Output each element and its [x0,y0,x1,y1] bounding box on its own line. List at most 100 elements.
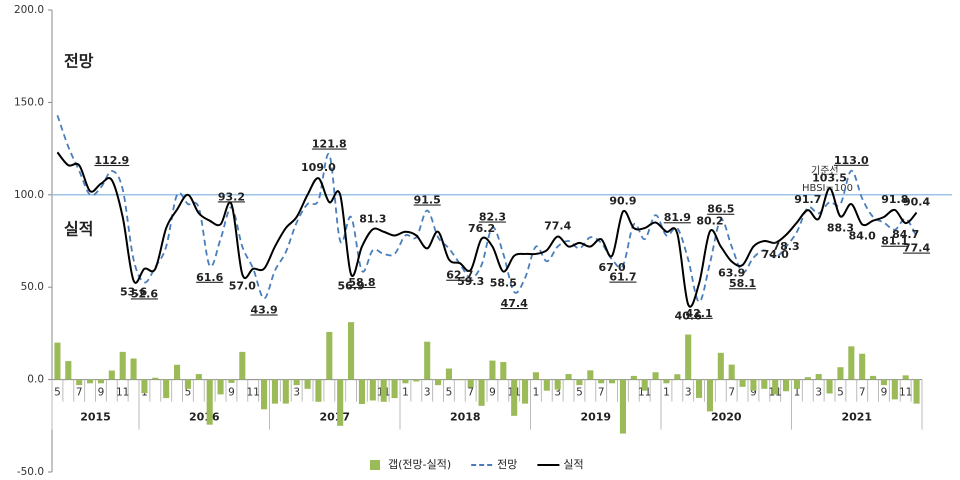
gap-bar [304,379,311,389]
gap-bar [848,346,855,380]
gap-bar [598,379,605,384]
gap-bar [500,362,507,380]
legend-label: 갭(전망-실적) [388,458,451,471]
year-label: 2019 [580,411,611,424]
value-label: 77.4 [903,242,930,255]
value-label: 80.2 [696,214,723,227]
x-tick-label: 3 [554,387,561,399]
gap-bar [239,351,246,380]
x-tick-label: 7 [728,387,735,399]
gap-bar [793,379,800,389]
legend-label: 전망 [497,458,517,471]
value-label: 59.3 [457,275,484,288]
value-label: 58.1 [729,277,756,290]
gap-bar [619,379,626,434]
gap-bar [674,374,681,380]
gap-bar [217,379,224,395]
gap-bar [206,379,213,425]
baseline-note: HBSI=100 [802,183,853,194]
x-tick-label: 5 [837,387,844,399]
x-tick-label: 11 [116,387,129,399]
year-label: 2020 [711,411,742,424]
value-label: 93.2 [218,190,245,203]
value-label: 121.8 [312,138,347,151]
value-label: 53.6 [120,286,147,299]
forecast-tag: 전망 [64,52,94,71]
year-label: 2017 [319,411,350,424]
gap-bar [728,364,735,380]
gap-bar [315,379,322,402]
gap-bar [815,374,822,380]
gap-bar [543,379,550,391]
gap-bar [804,377,811,380]
value-label: 109.0 [301,161,336,174]
gap-bar [87,379,94,384]
gap-bar [870,375,877,380]
gap-bar [358,379,365,404]
gap-bar [880,379,887,386]
gap-bar [685,334,692,380]
gap-bar [141,379,148,394]
value-label: 52.6 [131,287,158,300]
gap-bar [576,379,583,386]
gap-bar [652,372,659,380]
gap-bar [337,379,344,426]
gap-bar [761,379,768,389]
x-tick-label: 9 [228,387,235,399]
value-label: 61.7 [609,271,636,284]
gap-bar [369,379,376,401]
gap-bar [271,379,278,404]
gap-bar [478,379,485,406]
gap-bar [228,379,235,383]
value-label: 91.7 [794,193,821,206]
value-label: 84.7 [892,228,919,241]
x-tick-label: 9 [489,387,496,399]
year-label: 2016 [189,411,220,424]
x-tick-label: 7 [859,387,866,399]
x-tick-label: 1 [402,387,409,399]
gap-bar [326,331,333,380]
value-label: 112.9 [94,154,129,167]
gap-bar [663,379,670,384]
x-tick-label: 5 [54,387,61,399]
y-tick-label: 200.0 [14,4,44,16]
gap-bar [445,368,452,380]
gap-bar [706,379,713,412]
gap-bar [97,379,104,384]
value-label: 90.4 [903,196,930,209]
value-label: 56.9 [337,279,364,292]
forecast-line [56,115,918,303]
gap-bar [783,379,790,392]
gap-bar [696,379,703,398]
gap-bar [489,360,496,380]
gap-bar [739,379,746,387]
value-label: 42.1 [685,307,712,320]
x-tick-label: 1 [533,387,540,399]
gap-bar [467,379,474,388]
gap-bar [532,372,539,380]
gap-bar [76,379,83,386]
x-tick-label: 7 [467,387,474,399]
x-tick-label: 7 [76,387,83,399]
gap-bar [54,342,61,380]
gap-bar [402,379,409,384]
gap-bar [65,361,72,380]
value-label: 82.3 [479,211,506,224]
gap-bar [130,358,137,380]
x-tick-label: 5 [576,387,583,399]
y-tick-label: -50.0 [17,466,44,478]
value-label: 57.0 [229,279,256,292]
gap-bar [902,375,909,380]
y-tick-label: 0.0 [27,374,44,386]
x-tick-label: 9 [881,387,888,399]
gap-bar [587,370,594,380]
gap-bar [772,379,779,395]
y-tick-label: 150.0 [14,96,44,108]
y-tick-label: 100.0 [14,189,44,201]
gap-bar [859,353,866,380]
gap-bar [391,379,398,399]
value-label: 62.7 [446,269,473,282]
value-label: 81.1 [881,235,908,248]
value-label: 58.5 [490,276,517,289]
x-tick-label: 3 [685,387,692,399]
